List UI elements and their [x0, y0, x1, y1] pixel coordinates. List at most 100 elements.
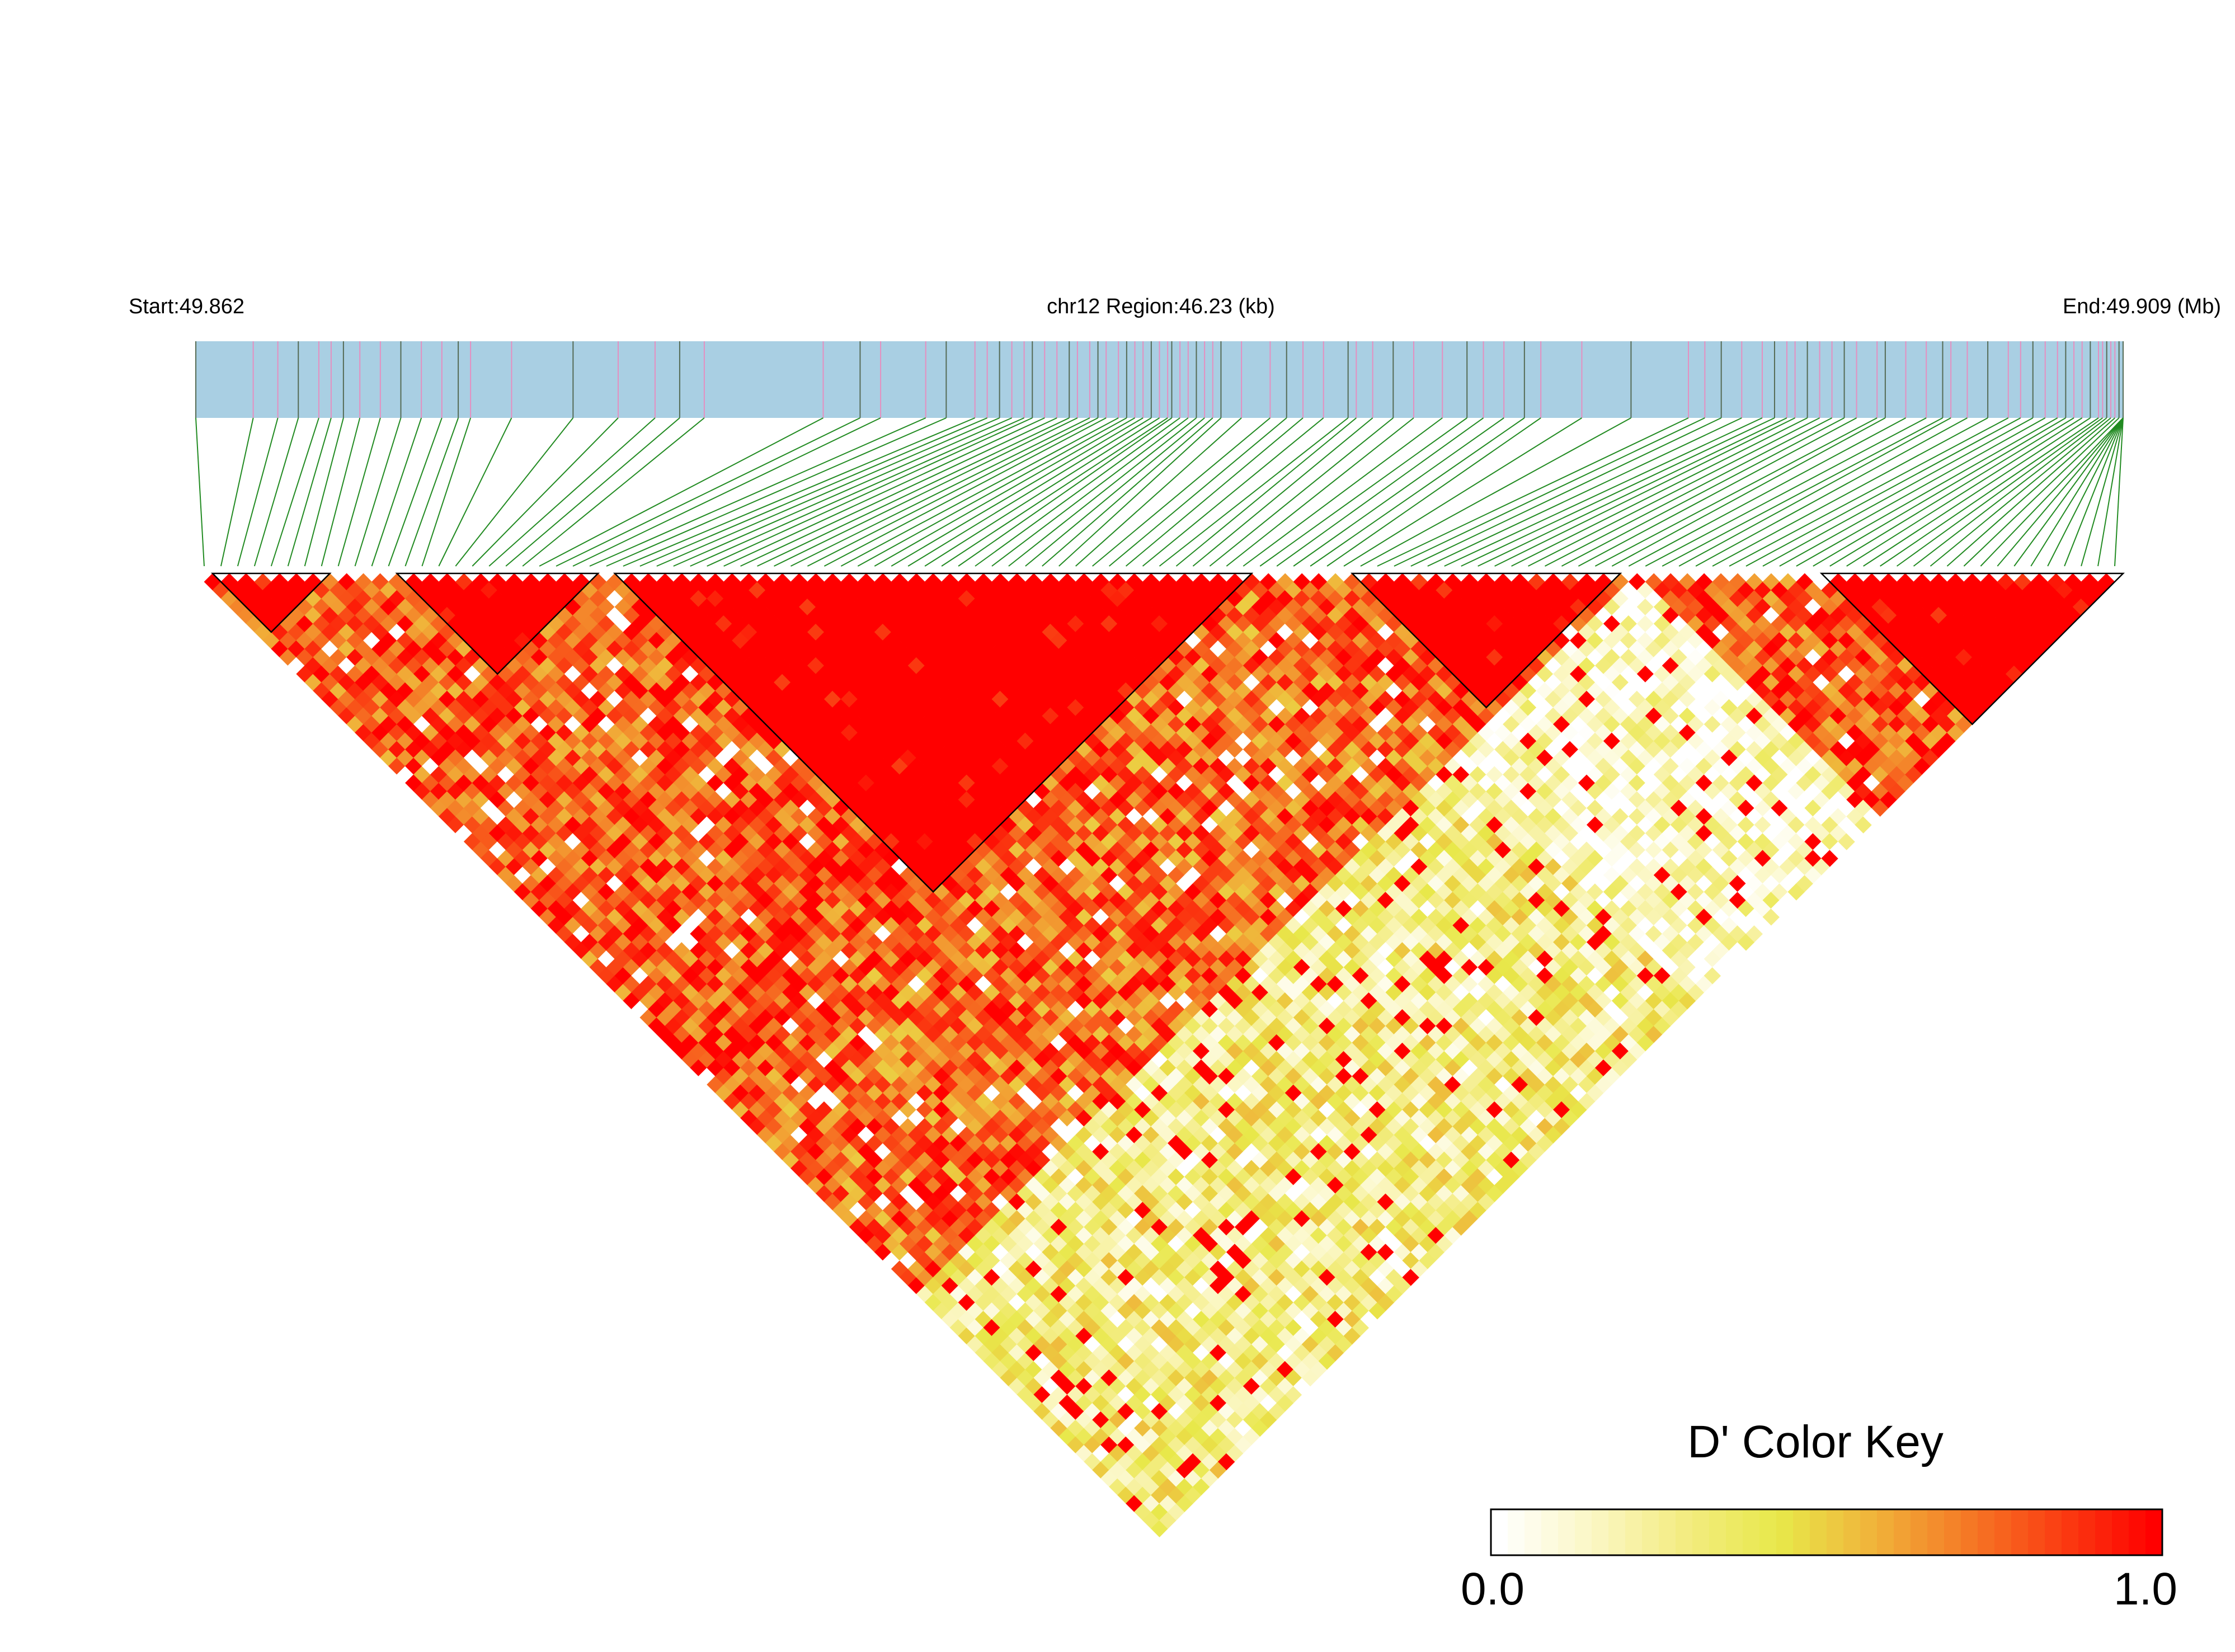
- snp-connector-line: [1310, 417, 1525, 567]
- snp-connector-line: [606, 417, 947, 567]
- snp-connector-line: [1175, 417, 1357, 567]
- snp-connector-line: [1930, 417, 2111, 567]
- snp-connector-line: [1528, 417, 1820, 567]
- snp-connector-line: [656, 417, 1000, 567]
- snp-connector-line: [2013, 417, 2124, 567]
- snp-connector-line: [874, 417, 1136, 567]
- snp-connector-line: [1343, 417, 1582, 567]
- snp-connector-line: [2097, 417, 2124, 567]
- snp-connector-line: [1712, 417, 1988, 567]
- snp-connector-line: [958, 417, 1173, 567]
- snp-connector-line: [807, 417, 1099, 567]
- snp-connector-line: [1796, 417, 2058, 567]
- snp-connector-line: [220, 417, 254, 567]
- snp-connector-line: [455, 417, 574, 567]
- snp-connector-line: [824, 417, 1107, 567]
- snp-connector-line: [522, 417, 705, 567]
- snp-connector-line: [774, 417, 1078, 567]
- snp-connector-line: [1444, 417, 1763, 567]
- snp-connector-line: [1410, 417, 1722, 567]
- snp-connector-line: [404, 417, 459, 567]
- snp-connector-line: [1963, 417, 2120, 567]
- snp-connector-line: [438, 417, 512, 567]
- region-label: chr12 Region:46.23 (kb): [1047, 295, 1275, 318]
- snp-connector-line: [589, 417, 926, 567]
- snp-connector-line: [421, 417, 472, 567]
- snp-connector-line: [304, 417, 344, 567]
- snp-connector-line: [1293, 417, 1504, 567]
- snp-connector-line: [1729, 417, 2009, 567]
- snp-connector-line: [1762, 417, 2034, 567]
- snp-connector-line: [1276, 417, 1484, 567]
- snp-connector-line: [1326, 417, 1541, 567]
- snp-connector-line: [1897, 417, 2103, 567]
- snp-connector-lines: [195, 417, 2124, 567]
- snp-connector-line: [740, 417, 1057, 567]
- snp-connector-line: [1042, 417, 1213, 567]
- snp-connector-line: [1695, 417, 1968, 567]
- snp-connector-line: [354, 417, 402, 567]
- snp-connector-line: [1394, 417, 1705, 567]
- snp-connector-line: [941, 417, 1168, 567]
- snp-connector-line: [1360, 417, 1631, 567]
- snp-connector-line: [1980, 417, 2124, 567]
- snp-connector-line: [723, 417, 1045, 567]
- snp-connector-line: [2064, 417, 2124, 567]
- snp-connector-line: [1159, 417, 1349, 567]
- snp-connector-line: [556, 417, 860, 567]
- snp-connector-line: [891, 417, 1144, 567]
- snp-connector-line: [1259, 417, 1467, 567]
- snp-connector-line: [2081, 417, 2124, 567]
- snp-connector-line: [1125, 417, 1304, 567]
- snp-connector-line: [1075, 417, 1242, 567]
- snp-connector-line: [690, 417, 1025, 567]
- snp-connector-line: [1645, 417, 1927, 567]
- snp-connector-line: [253, 417, 299, 567]
- snp-connector-line: [907, 417, 1152, 567]
- snp-connector-line: [1058, 417, 1222, 567]
- snp-connector-line: [1192, 417, 1373, 567]
- snp-connector-line: [488, 417, 656, 567]
- snp-connector-line: [1745, 417, 2021, 567]
- snp-connector-line: [1008, 417, 1197, 567]
- snp-connector-line: [572, 417, 881, 567]
- snp-connector-line: [1997, 417, 2124, 567]
- snp-connector-line: [472, 417, 619, 567]
- snp-connector-line: [1561, 417, 1845, 567]
- snp-connector-line: [1662, 417, 1943, 567]
- snp-connector-line: [1243, 417, 1443, 567]
- snp-connector-line: [1880, 417, 2099, 567]
- snp-connector-line: [1863, 417, 2091, 567]
- snp-connector-line: [1494, 417, 1796, 567]
- snp-connector-line: [321, 417, 361, 567]
- snp-connector-line: [1377, 417, 1689, 567]
- snp-connector-line: [1678, 417, 1951, 567]
- snp-connector-line: [1427, 417, 1742, 567]
- snp-connector-line: [1779, 417, 2046, 567]
- snp-connector-line: [991, 417, 1189, 567]
- snp-connector-line: [1461, 417, 1775, 567]
- snp-connector-line: [337, 417, 381, 567]
- snp-connector-line: [639, 417, 988, 567]
- snp-connector-line: [1209, 417, 1394, 567]
- ld-heatmap-cells: [204, 573, 2115, 1537]
- snp-connector-line: [1511, 417, 1808, 567]
- snp-connector-line: [1813, 417, 2066, 567]
- snp-connector-line: [1226, 417, 1414, 567]
- snp-connector-line: [1628, 417, 1906, 567]
- snp-connector-line: [371, 417, 422, 567]
- snp-connector-line: [2114, 417, 2124, 567]
- snp-connector-line: [270, 417, 319, 567]
- snp-connector-line: [505, 417, 680, 567]
- snp-connector-line: [840, 417, 1119, 567]
- snp-connector-line: [1913, 417, 2107, 567]
- snp-connector-line: [791, 417, 1090, 567]
- snp-connector-line: [1545, 417, 1833, 567]
- snp-connector-line: [757, 417, 1070, 567]
- start-label: Start:49.862: [129, 295, 244, 318]
- snp-track-markers: [195, 341, 2124, 418]
- snp-connector-line: [2030, 417, 2124, 567]
- snp-connector-line: [707, 417, 1033, 567]
- snp-connector-line: [924, 417, 1160, 567]
- snp-connector-line: [195, 417, 205, 567]
